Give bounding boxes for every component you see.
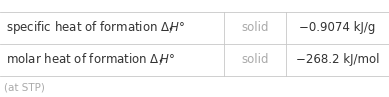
Text: −0.9074 kJ/g: −0.9074 kJ/g	[299, 21, 376, 34]
Text: specific heat of formation $\Delta_f\!\mathit{H}$°: specific heat of formation $\Delta_f\!\m…	[6, 19, 186, 36]
Text: (at STP): (at STP)	[4, 82, 45, 92]
Text: solid: solid	[241, 53, 268, 66]
Text: solid: solid	[241, 21, 268, 34]
Text: −268.2 kJ/mol: −268.2 kJ/mol	[296, 53, 379, 66]
Text: molar heat of formation $\Delta_f\!\mathit{H}$°: molar heat of formation $\Delta_f\!\math…	[6, 52, 175, 68]
